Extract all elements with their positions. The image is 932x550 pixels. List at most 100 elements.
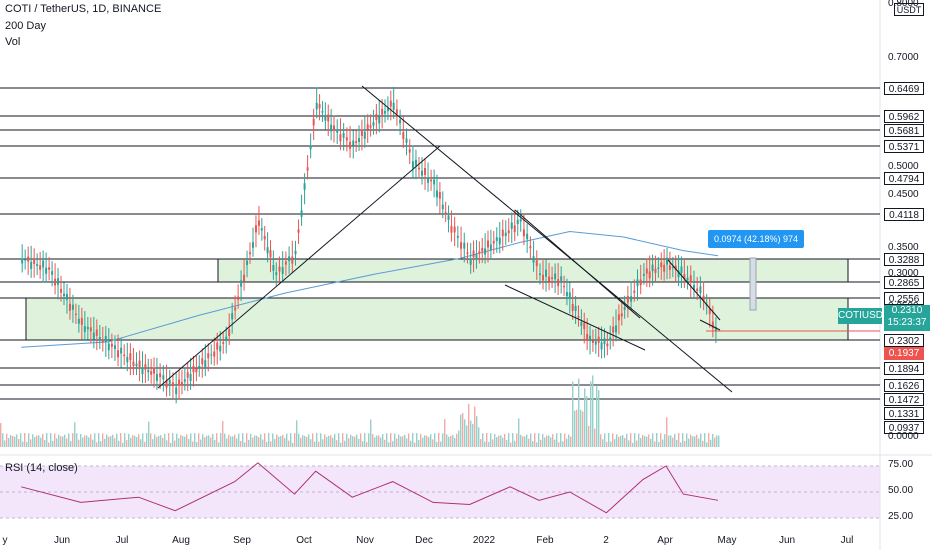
volume-bar: [460, 414, 462, 447]
volume-bar: [690, 434, 692, 447]
candle-body: [507, 230, 510, 234]
candle-body: [630, 296, 633, 302]
volume-bar: [472, 423, 474, 447]
candle-body: [98, 337, 101, 341]
candle-body: [674, 265, 677, 270]
volume-bar: [366, 442, 368, 447]
rsi-indicator-label[interactable]: RSI (14, close): [5, 462, 78, 474]
volume-bar: [482, 433, 484, 447]
candle-body: [603, 338, 606, 345]
volume-bar: [570, 436, 572, 447]
volume-bar: [196, 442, 198, 447]
volume-bar: [210, 437, 212, 447]
volume-bar: [332, 437, 334, 447]
volume-bar: [156, 436, 158, 447]
candle-body: [39, 265, 42, 270]
volume-bar: [480, 439, 482, 447]
volume-bar: [284, 438, 286, 447]
volume-bar: [118, 440, 120, 447]
volume-bar: [132, 435, 134, 447]
candle-body: [395, 109, 398, 114]
volume-bar: [64, 434, 66, 447]
volume-bar: [530, 433, 532, 447]
volume-bar: [2, 433, 4, 447]
volume-bar: [590, 381, 592, 447]
volume-bar: [258, 437, 260, 447]
candle-body: [453, 226, 456, 233]
volume-bar: [248, 439, 250, 447]
candle-body: [228, 329, 231, 337]
candle-body: [219, 345, 222, 352]
volume-bar: [576, 409, 578, 447]
volume-bar: [296, 420, 298, 447]
volume-bar: [8, 438, 10, 447]
candle-body: [384, 110, 387, 114]
candle-body: [315, 102, 318, 110]
volume-bar: [124, 433, 126, 447]
candle-body: [708, 308, 711, 314]
volume-bar: [458, 430, 460, 447]
volume-bar: [642, 434, 644, 447]
candle-body: [444, 211, 447, 213]
volume-bar: [388, 442, 390, 447]
candle-body: [668, 265, 671, 270]
volume-indicator-label[interactable]: Vol: [5, 36, 21, 48]
volume-bar: [102, 433, 104, 447]
candle-body: [189, 373, 192, 381]
candle-body: [633, 290, 636, 293]
volume-bar: [216, 433, 218, 447]
volume-bar: [60, 436, 62, 447]
candle-body: [74, 313, 77, 315]
volume-bar: [448, 436, 450, 447]
volume-bar: [444, 419, 446, 447]
candle-body: [466, 252, 469, 254]
volume-bar: [442, 433, 444, 447]
volume-bar: [72, 433, 74, 447]
candle-body: [532, 256, 535, 263]
candle-body: [342, 133, 345, 138]
volume-bar: [656, 433, 658, 447]
volume-bar: [600, 434, 602, 447]
volume-bar: [238, 433, 240, 447]
volume-bar: [274, 438, 276, 447]
candle-body: [405, 138, 408, 143]
volume-bar: [634, 433, 636, 447]
volume-bar: [54, 433, 56, 447]
candle-body: [345, 137, 348, 141]
candle-body: [291, 256, 294, 264]
volume-bar: [12, 436, 14, 447]
ma-indicator-label[interactable]: 200 Day: [5, 20, 46, 32]
candle-body: [144, 364, 147, 370]
volume-bar: [554, 439, 556, 447]
candle-body: [421, 170, 424, 176]
measure-label[interactable]: 0.0974 (42.18%) 974: [708, 230, 805, 248]
volume-bar: [422, 437, 424, 447]
volume-bar: [382, 434, 384, 447]
volume-bar: [682, 433, 684, 447]
volume-bar: [456, 433, 458, 447]
volume-bar: [206, 435, 208, 447]
candle-body: [560, 276, 563, 281]
price-level-label: 0.2865: [884, 276, 924, 289]
volume-bar: [712, 433, 714, 447]
volume-bar: [594, 428, 596, 447]
price-level-label: 0.1894: [884, 362, 924, 375]
candle-body: [438, 191, 441, 199]
volume-bar: [220, 433, 222, 447]
candle-body: [363, 131, 366, 139]
candle-body: [529, 246, 532, 249]
volume-bar: [142, 433, 144, 447]
candle-body: [263, 236, 266, 240]
volume-bar: [292, 442, 294, 447]
candle-body: [150, 371, 153, 375]
candle-body: [117, 350, 120, 358]
volume-bar: [320, 433, 322, 447]
currency-label[interactable]: USDT: [894, 3, 924, 16]
volume-bar: [202, 434, 204, 447]
volume-bar: [278, 436, 280, 447]
volume-bar: [470, 420, 472, 447]
candle-body: [178, 379, 181, 386]
price-level-label: 0.5371: [884, 140, 924, 153]
volume-bar: [294, 433, 296, 447]
